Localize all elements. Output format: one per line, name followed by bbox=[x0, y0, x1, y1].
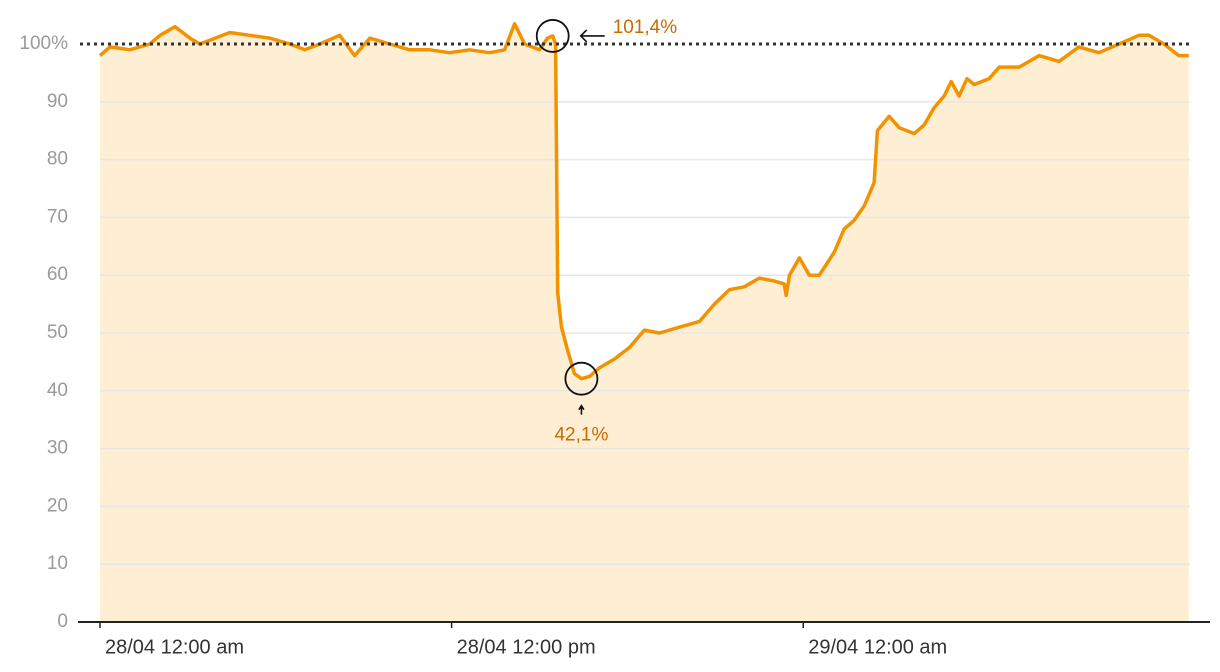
x-tick-label: 28/04 12:00 am bbox=[105, 636, 244, 658]
annotation-circle bbox=[535, 19, 570, 53]
y-tick-label: 10 bbox=[47, 553, 68, 574]
y-tick-label: 70 bbox=[47, 206, 68, 227]
annotation-arrow bbox=[579, 29, 605, 43]
data-line bbox=[98, 22, 1189, 381]
y-tick-label: 60 bbox=[47, 264, 68, 285]
annotation-circle bbox=[564, 361, 599, 396]
annotation-arrow bbox=[578, 404, 585, 415]
y-tick-label: 0 bbox=[57, 611, 68, 632]
area-fill bbox=[100, 23, 1189, 623]
x-tick-label: 28/04 12:00 pm bbox=[457, 636, 596, 658]
x-tick-label: 29/04 12:00 am bbox=[808, 636, 947, 658]
annotation-label: 101,4% bbox=[613, 17, 678, 38]
y-tick-label: 100% bbox=[19, 33, 68, 54]
y-tick-label: 50 bbox=[47, 322, 68, 343]
y-tick-label: 90 bbox=[47, 91, 68, 112]
y-tick-label: 30 bbox=[47, 438, 68, 459]
y-tick-label: 20 bbox=[47, 495, 68, 516]
y-tick-label: 40 bbox=[47, 380, 68, 401]
annotation-label: 42,1% bbox=[554, 425, 608, 446]
y-tick-label: 80 bbox=[47, 149, 68, 170]
